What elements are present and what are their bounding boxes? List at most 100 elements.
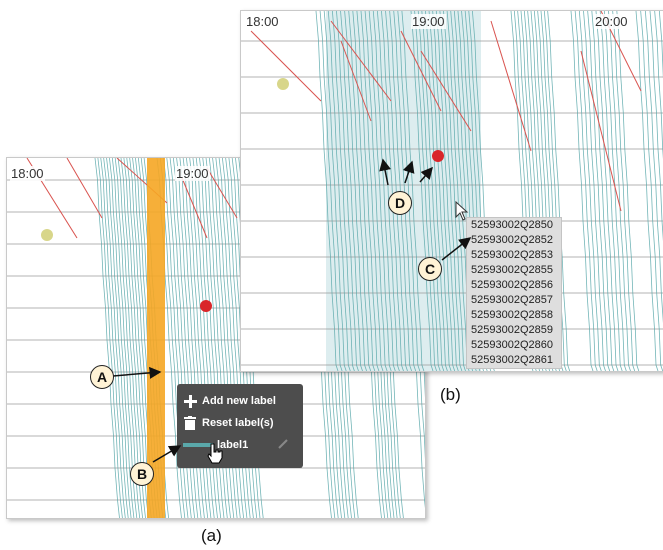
trip-line — [446, 11, 470, 371]
add-label-text: Add new label — [202, 395, 276, 407]
trip-line — [649, 11, 663, 242]
trip-id-item: 52593002Q2853 — [471, 249, 553, 261]
label1-menu-item[interactable]: label1 — [177, 434, 303, 456]
trip-line — [336, 11, 359, 371]
trip-line — [583, 11, 606, 371]
trip-line — [208, 158, 235, 518]
event-marker — [200, 300, 212, 312]
trip-line — [547, 11, 571, 371]
trip-id-item: 52593002Q2861 — [471, 354, 553, 366]
trip-line — [319, 11, 343, 371]
trip-id-tooltip: 52593002Q2850 52593002Q2852 52593002Q285… — [466, 217, 562, 369]
reset-labels-text: Reset label(s) — [202, 417, 274, 429]
trip-line — [106, 158, 132, 518]
trip-line — [212, 158, 238, 518]
event-marker — [277, 78, 289, 90]
trip-line — [169, 158, 195, 518]
slow-trip-line — [580, 50, 622, 212]
trip-line — [401, 11, 425, 371]
trip-line — [410, 11, 434, 371]
trip-line — [591, 11, 615, 371]
trip-line — [186, 158, 212, 518]
trip-line — [182, 158, 209, 518]
trip-line — [574, 11, 598, 371]
trip-line — [439, 11, 463, 371]
trip-id-item: 52593002Q2852 — [471, 234, 553, 246]
trip-line — [654, 11, 663, 160]
slow-trip-line — [400, 30, 442, 112]
trip-line — [616, 11, 640, 371]
add-label-menu-item[interactable]: Add new label — [177, 390, 303, 412]
selected-trips-band — [147, 158, 165, 518]
trip-line — [331, 11, 355, 371]
slow-trip-line — [66, 158, 103, 219]
trip-line — [344, 11, 367, 371]
trip-line — [323, 11, 347, 371]
trip-line — [635, 11, 659, 371]
time-label-2000: 20:00 — [594, 14, 629, 29]
trip-line — [195, 158, 222, 518]
caption-b: (b) — [440, 385, 461, 404]
trip-id-item: 52593002Q2856 — [471, 279, 553, 291]
event-marker — [432, 150, 444, 162]
trip-line — [578, 11, 602, 371]
trip-line — [221, 158, 248, 518]
panel-b-view: 18:00 19:00 20:00 52593002Q2850 52593002… — [240, 10, 663, 372]
slow-trip-line — [420, 50, 472, 132]
context-menu: Add new label Reset label(s) label1 — [177, 384, 303, 468]
trip-line — [595, 11, 619, 371]
trip-line — [189, 158, 215, 518]
trip-line — [603, 11, 627, 371]
trip-line — [225, 158, 251, 518]
trip-line — [205, 158, 231, 518]
slow-trip-line — [330, 20, 392, 102]
trip-line — [103, 158, 129, 518]
pointer-cursor-icon — [455, 200, 469, 226]
trip-line — [421, 11, 445, 371]
trip-line — [435, 11, 459, 371]
trip-line — [543, 11, 567, 371]
trip-line — [166, 158, 192, 518]
trip-line — [599, 11, 623, 371]
trip-line — [428, 11, 452, 371]
label1-text: label1 — [217, 439, 249, 451]
slow-trip-line — [340, 40, 372, 122]
trip-line — [612, 11, 636, 371]
reset-labels-menu-item[interactable]: Reset label(s) — [177, 412, 303, 434]
trip-line — [372, 11, 396, 371]
trip-id-item: 52593002Q2860 — [471, 339, 553, 351]
edit-pencil-icon[interactable] — [278, 438, 288, 452]
trip-line — [608, 11, 631, 371]
slow-trip-line — [490, 20, 532, 152]
trip-id-item: 52593002Q2858 — [471, 309, 553, 321]
hand-cursor-icon — [205, 442, 225, 467]
trip-line — [352, 11, 376, 371]
slow-trip-line — [250, 30, 322, 102]
trip-timeline-plot-b[interactable] — [241, 11, 663, 371]
trip-line — [414, 11, 437, 371]
trip-line — [417, 11, 441, 371]
trip-line — [215, 158, 241, 518]
trip-line — [163, 158, 189, 518]
trip-line — [340, 11, 363, 371]
time-label-1800: 18:00 — [10, 166, 45, 181]
trip-line — [425, 11, 448, 371]
caption-a: (a) — [201, 526, 222, 545]
trip-line — [109, 158, 135, 518]
callout-c: C — [418, 257, 442, 281]
trip-line — [315, 11, 339, 371]
trip-id-item: 52593002Q2855 — [471, 264, 553, 276]
plus-icon — [183, 394, 197, 408]
trip-line — [97, 158, 123, 518]
callout-a: A — [90, 365, 114, 389]
trip-line — [192, 158, 218, 518]
trip-line — [570, 11, 594, 371]
trip-line — [202, 158, 228, 518]
trip-line — [587, 11, 611, 371]
trip-line — [360, 11, 384, 371]
trash-icon — [183, 416, 197, 430]
event-marker — [41, 229, 53, 241]
trip-line — [644, 11, 663, 324]
slow-trip-line — [181, 177, 208, 239]
callout-d: D — [388, 191, 412, 215]
